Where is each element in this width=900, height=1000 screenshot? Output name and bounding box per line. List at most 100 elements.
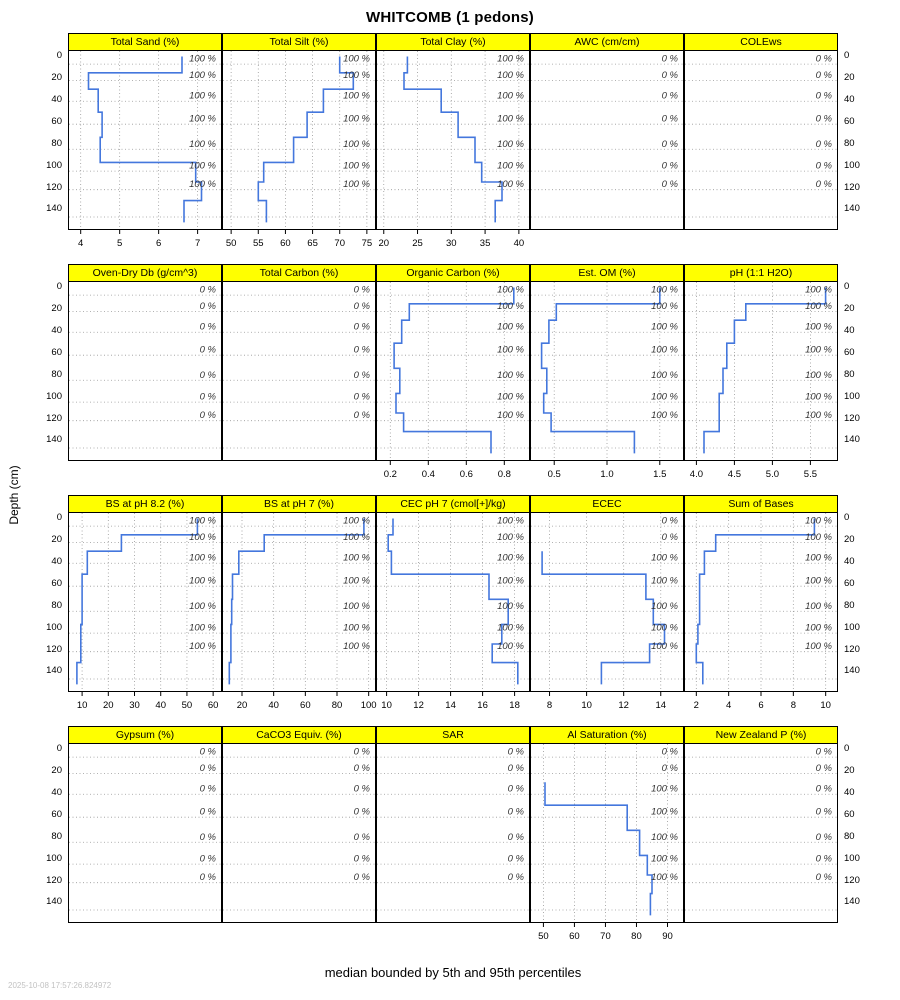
contributing-fraction-label: 0 % bbox=[354, 763, 371, 774]
y-tick-label: 0 bbox=[56, 50, 62, 62]
x-tick-label: 12 bbox=[413, 700, 424, 711]
panel-strip: Sum of Bases bbox=[685, 496, 837, 513]
y-tick-label: 140 bbox=[46, 665, 62, 677]
contributing-fraction-label: 100 % bbox=[343, 532, 370, 543]
contributing-fraction-label: 100 % bbox=[497, 370, 524, 381]
y-axis-labels-right: 0 20 40 60 80 100 120 140 bbox=[838, 726, 895, 923]
panel-frame: pH (1:1 H2O) 100 % 100 % 100 % 100 % 100 % 100… bbox=[684, 264, 838, 461]
contributing-fraction-label: 0 % bbox=[816, 763, 833, 774]
y-tick-label: 120 bbox=[844, 412, 860, 424]
contributing-fraction-label: 100 % bbox=[805, 285, 832, 296]
contributing-fraction-label: 0 % bbox=[200, 807, 217, 818]
y-tick-label: 100 bbox=[844, 621, 860, 633]
x-tick-label: 4.0 bbox=[690, 469, 703, 480]
x-tick-label: 90 bbox=[662, 931, 673, 942]
contributing-fraction-label: 100 % bbox=[189, 179, 216, 190]
x-tick-label: 35 bbox=[480, 238, 491, 249]
contributing-fraction-label: 100 % bbox=[343, 179, 370, 190]
x-tick-label: 0.5 bbox=[548, 469, 561, 480]
x-tick-label: 12 bbox=[618, 700, 629, 711]
contributing-fraction-label: 100 % bbox=[343, 70, 370, 81]
contributing-fraction-label: 0 % bbox=[662, 91, 679, 102]
panel-strip: AWC (cm/cm) bbox=[531, 34, 683, 51]
x-tick-label: 4 bbox=[78, 238, 83, 249]
contributing-fraction-label: 100 % bbox=[497, 410, 524, 421]
x-tick-label: 40 bbox=[155, 700, 166, 711]
panel-strip: BS at pH 8.2 (%) bbox=[69, 496, 221, 513]
y-tick-label: 60 bbox=[51, 115, 62, 127]
contributing-fraction-label: 100 % bbox=[497, 114, 524, 125]
panel-frame: COLEws 0 % 0 % 0 % 0 % 0 % 0 % 0 % bbox=[684, 33, 838, 230]
y-tick-label: 60 bbox=[844, 115, 855, 127]
panel-title: BS at pH 7 (%) bbox=[263, 498, 335, 510]
y-tick-label: 100 bbox=[46, 852, 62, 864]
y-tick-label: 0 bbox=[56, 512, 62, 524]
x-tick-label: 55 bbox=[253, 238, 264, 249]
panel-strip: SAR bbox=[377, 727, 529, 744]
profile-line bbox=[703, 287, 827, 454]
contributing-fraction-label: 100 % bbox=[189, 623, 216, 634]
y-tick-label: 40 bbox=[51, 556, 62, 568]
contributing-fraction-label: 0 % bbox=[200, 832, 217, 843]
panel-strip: CaCO3 Equiv. (%) bbox=[223, 727, 375, 744]
profile-line bbox=[393, 287, 515, 454]
y-tick-label: 100 bbox=[46, 621, 62, 633]
panel-row-4: 0 20 40 60 80 100 120 140 Gypsum (%) 0 % 0 % 0 % 0 %… bbox=[0, 726, 900, 957]
y-tick-label: 80 bbox=[51, 830, 62, 842]
panel-strip: BS at pH 7 (%) bbox=[223, 496, 375, 513]
y-tick-label: 40 bbox=[844, 325, 855, 337]
x-tick-label: 10 bbox=[381, 700, 392, 711]
contributing-fraction-label: 100 % bbox=[497, 179, 524, 190]
profile-line bbox=[544, 782, 653, 916]
plot-area: 100 % 100 % 100 % 100 % 100 % 100 % 100 % bbox=[531, 282, 683, 460]
x-axis: 4.0 4.5 5.0 5.5 bbox=[690, 461, 817, 480]
x-tick-label: 0.6 bbox=[460, 469, 473, 480]
contributing-fraction-label: 0 % bbox=[354, 301, 371, 312]
panel-title: Total Clay (%) bbox=[420, 36, 486, 48]
x-tick-label: 80 bbox=[631, 931, 642, 942]
y-tick-label: 120 bbox=[46, 412, 62, 424]
y-tick-label: 20 bbox=[51, 303, 62, 315]
x-axis bbox=[530, 230, 684, 264]
x-axis bbox=[68, 461, 222, 495]
contributing-fraction-label: 0 % bbox=[662, 516, 679, 527]
y-tick-label: 140 bbox=[844, 665, 860, 677]
plot-area: 100 % 100 % 100 % 100 % 100 % 100 % 100 % bbox=[377, 513, 529, 691]
contributing-fraction-label: 100 % bbox=[343, 553, 370, 564]
panel-al-saturation: Al Saturation (%) 0 % 0 % 100 % 100 % 100 % 10… bbox=[530, 726, 684, 957]
contributing-fraction-label: 0 % bbox=[662, 532, 679, 543]
y-tick-label: 120 bbox=[46, 181, 62, 193]
panel-ecec: ECEC 0 % 0 % 100 % 100 % 100 % 100 % 100 % 8 10 12… bbox=[530, 495, 684, 726]
plot-area: 0 % 0 % 100 % 100 % 100 % 100 % 100 % bbox=[531, 513, 683, 691]
plot-area: 100 % 100 % 100 % 100 % 100 % 100 % 100 % bbox=[377, 282, 529, 460]
panel-title: BS at pH 8.2 (%) bbox=[105, 498, 185, 510]
contributing-fraction-label: 100 % bbox=[805, 553, 832, 564]
panel-frame: Total Silt (%) 100 % 100 % 100 % 100 % 100 % 1… bbox=[222, 33, 376, 230]
x-tick-label: 60 bbox=[300, 700, 311, 711]
contributing-fraction-label: 100 % bbox=[651, 410, 678, 421]
profile-line bbox=[541, 551, 666, 685]
panel-frame: ECEC 0 % 0 % 100 % 100 % 100 % 100 % 100 % bbox=[530, 495, 684, 692]
panel-row-2: 0 20 40 60 80 100 120 140 Oven-Dry Db (g/cm^3) 0 … bbox=[0, 264, 900, 495]
contributing-fraction-label: 100 % bbox=[651, 601, 678, 612]
panel-row-3: 0 20 40 60 80 100 120 140 BS at pH 8.2 (%) 100 % 1… bbox=[0, 495, 900, 726]
panel-ph-1-1-h2o: pH (1:1 H2O) 100 % 100 % 100 % 100 % 100 % 100… bbox=[684, 264, 838, 495]
panel-total-clay: Total Clay (%) 100 % 100 % 100 % 100 % 100 % 1… bbox=[376, 33, 530, 264]
panel-title: AWC (cm/cm) bbox=[574, 36, 640, 48]
panel-strip: Total Sand (%) bbox=[69, 34, 221, 51]
panel-frame: BS at pH 7 (%) 100 % 100 % 100 % 100 % 100 % 1… bbox=[222, 495, 376, 692]
contributing-fraction-label: 0 % bbox=[816, 139, 833, 150]
plot-area: 100 % 100 % 100 % 100 % 100 % 100 % 100 % bbox=[223, 51, 375, 229]
plot-area: 0 % 0 % 0 % 0 % 0 % 0 % 0 % bbox=[531, 51, 683, 229]
y-tick-label: 100 bbox=[46, 159, 62, 171]
contributing-fraction-label: 100 % bbox=[651, 872, 678, 883]
y-tick-label: 0 bbox=[56, 743, 62, 755]
contributing-fraction-label: 100 % bbox=[651, 301, 678, 312]
contributing-fraction-label: 100 % bbox=[497, 322, 524, 333]
panel-title: CaCO3 Equiv. (%) bbox=[256, 729, 342, 741]
contributing-fraction-label: 0 % bbox=[508, 832, 525, 843]
panel-title: Est. OM (%) bbox=[578, 267, 636, 279]
contributing-fraction-label: 100 % bbox=[805, 322, 832, 333]
contributing-fraction-label: 100 % bbox=[805, 392, 832, 403]
y-tick-label: 60 bbox=[844, 577, 855, 589]
